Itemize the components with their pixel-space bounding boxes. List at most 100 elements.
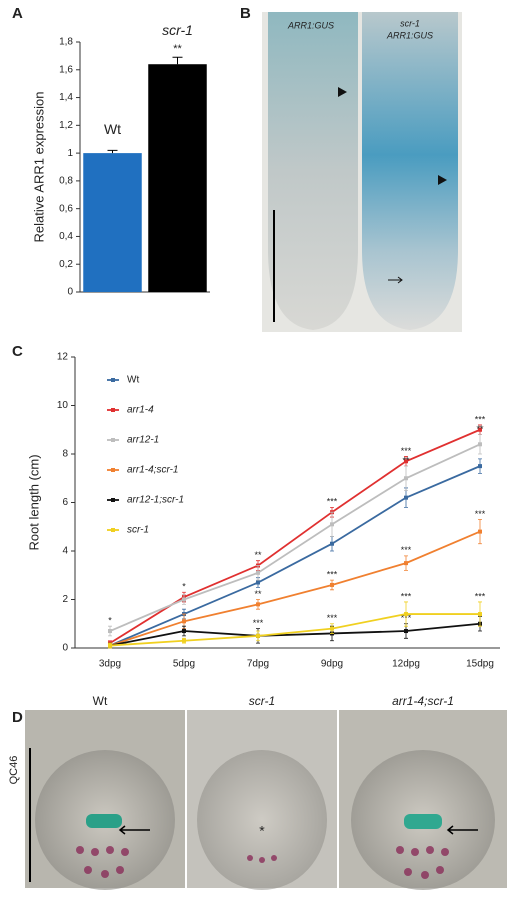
- point: [182, 597, 186, 602]
- point: [478, 442, 482, 447]
- y-axis-label: Relative ARR1 expression: [31, 91, 46, 242]
- y-tick-label: 1,8: [59, 37, 73, 48]
- point: [478, 529, 482, 534]
- point: [404, 561, 408, 566]
- error-bar: [172, 56, 183, 65]
- y-tick-label: 8: [62, 449, 68, 460]
- x-tick-label: 9dpg: [321, 659, 343, 670]
- point: [330, 582, 334, 587]
- legend-label: arr12-1: [127, 435, 159, 446]
- legend-label: arr1-4;scr-1: [127, 465, 179, 476]
- point: [256, 633, 260, 638]
- legend-label: scr-1: [127, 525, 149, 536]
- x-tick-label: 7dpg: [247, 659, 269, 670]
- point: [108, 643, 112, 648]
- legend-label: arr12-1;scr-1: [127, 495, 184, 506]
- category-label: Wt: [104, 121, 121, 137]
- legend-marker: [111, 468, 115, 472]
- y-tick-label: 0: [62, 643, 68, 654]
- significance: ***: [475, 591, 486, 601]
- point: [404, 612, 408, 617]
- line: [109, 622, 481, 647]
- x-tick-label: 12dpg: [392, 659, 420, 670]
- point: [330, 541, 334, 546]
- y-tick-label: 0,6: [59, 203, 73, 214]
- bar: [148, 64, 207, 292]
- y-tick-label: 0,8: [59, 176, 73, 187]
- y-tick-label: 1: [67, 148, 73, 159]
- bar: [83, 153, 142, 292]
- point: [478, 464, 482, 469]
- svg-text:*: *: [259, 823, 265, 839]
- point: [478, 427, 482, 432]
- y-tick-label: 4: [62, 546, 68, 557]
- significance: **: [254, 550, 262, 560]
- significance: ***: [475, 509, 486, 519]
- significance: *: [108, 616, 112, 626]
- image-label: scr-1: [400, 18, 420, 28]
- point: [404, 476, 408, 481]
- panel-label: D: [12, 709, 23, 726]
- significance: ***: [401, 446, 412, 456]
- significance: ***: [401, 545, 412, 555]
- x-tick-label: 3dpg: [99, 659, 121, 670]
- point: [404, 495, 408, 500]
- significance: **: [476, 424, 484, 434]
- significance: ***: [327, 569, 338, 579]
- panel-label: C: [12, 343, 23, 360]
- significance: ***: [475, 414, 486, 424]
- y-tick-label: 12: [57, 352, 69, 363]
- point: [330, 522, 334, 527]
- legend-marker: [111, 438, 115, 442]
- legend-marker: [111, 528, 115, 532]
- point: [330, 626, 334, 631]
- significance: *: [182, 582, 186, 592]
- error-bar: [107, 149, 118, 154]
- line: [109, 465, 481, 647]
- line: [109, 443, 481, 632]
- image-label: scr-1: [249, 694, 275, 708]
- legend-label: arr1-4: [127, 405, 154, 416]
- significance: **: [402, 456, 410, 466]
- panel-b-image: ARR1:GUS scr-1 ARR1:GUS: [262, 12, 462, 332]
- image-label: Wt: [93, 694, 108, 708]
- y-tick-label: 0,4: [59, 231, 73, 242]
- y-tick-label: 2: [62, 594, 68, 605]
- point: [478, 612, 482, 617]
- y-tick-label: 1,6: [59, 64, 73, 75]
- y-tick-label: 0: [67, 287, 73, 298]
- image-label: ARR1:GUS: [287, 20, 334, 30]
- significance: ***: [327, 497, 338, 507]
- point: [256, 602, 260, 607]
- legend-marker: [111, 498, 115, 502]
- point: [182, 619, 186, 624]
- line: [109, 530, 481, 647]
- line: [109, 613, 480, 647]
- legend-label: Wt: [127, 375, 139, 386]
- y-tick-label: 1,2: [59, 120, 73, 131]
- significance: ***: [253, 618, 264, 628]
- image-label: ARR1:GUS: [386, 30, 433, 40]
- legend-marker: [111, 408, 115, 412]
- significance: **: [254, 589, 262, 599]
- panel-label: B: [240, 5, 251, 22]
- point: [256, 580, 260, 585]
- image-label: QC46: [8, 756, 20, 785]
- image-label: arr1-4;scr-1: [392, 694, 454, 708]
- line: [109, 428, 481, 644]
- point: [108, 629, 112, 634]
- significance: ***: [327, 613, 338, 623]
- point: [256, 570, 260, 575]
- y-axis-label: Root length (cm): [26, 454, 41, 550]
- y-tick-label: 1,4: [59, 92, 73, 103]
- point: [404, 459, 408, 464]
- significance: ***: [401, 591, 412, 601]
- point: [404, 629, 408, 634]
- panel-d-images: * Wt scr-1 arr1-4;scr-1 QC46: [8, 694, 507, 890]
- panel-label: A: [12, 5, 23, 22]
- point: [182, 638, 186, 643]
- y-tick-label: 10: [57, 400, 69, 411]
- y-tick-label: 6: [62, 497, 68, 508]
- x-tick-label: 5dpg: [173, 659, 195, 670]
